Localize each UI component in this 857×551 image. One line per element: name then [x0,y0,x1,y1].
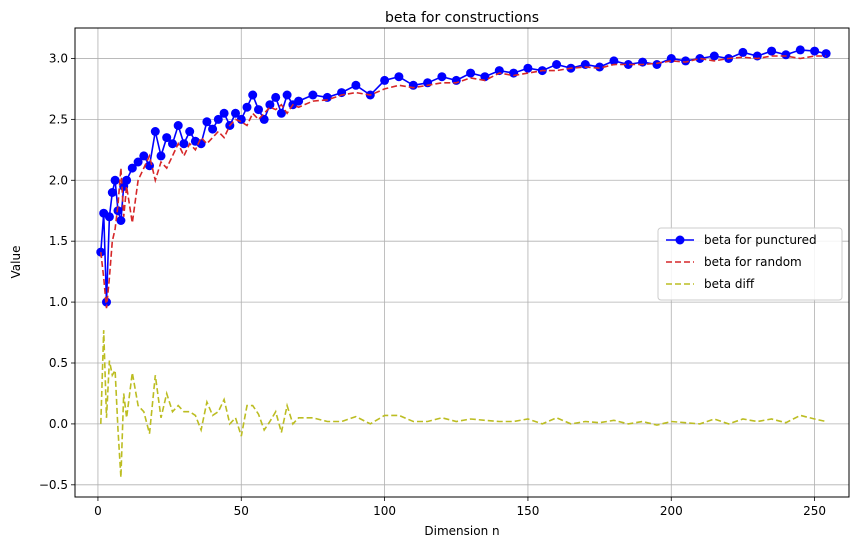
data-point-beta-for-punctured [380,75,390,85]
data-point-beta-for-punctured [248,90,258,100]
data-point-beta-for-punctured [127,163,137,173]
legend-label-diff: beta diff [704,277,755,291]
data-point-beta-for-punctured [523,63,533,73]
data-point-beta-for-punctured [394,72,404,82]
legend-label-punctured: beta for punctured [704,233,817,247]
x-tick-label: 250 [803,504,826,518]
data-point-beta-for-punctured [110,175,120,185]
data-point-beta-for-punctured [107,188,117,197]
data-point-beta-for-punctured [236,114,246,124]
legend-item-random: beta for random [666,255,802,269]
data-point-beta-for-punctured [795,45,805,55]
data-point-beta-for-punctured [254,105,263,115]
data-point-beta-for-punctured [116,216,126,225]
data-point-beta-for-punctured [242,102,252,112]
x-tick-label: 50 [234,504,249,518]
y-tick-label: 3.0 [49,51,68,65]
data-point-beta-for-punctured [265,100,275,110]
data-point-beta-for-punctured [308,90,318,100]
data-point-beta-for-punctured [609,56,619,66]
data-point-beta-for-punctured [738,47,748,57]
legend-item-diff: beta diff [666,277,755,291]
chart-title: beta for constructions [385,10,539,26]
data-point-beta-for-punctured [150,127,160,136]
data-point-beta-for-punctured [437,72,447,82]
x-axis-label: Dimension n [424,524,499,538]
y-tick-label: 2.0 [49,173,68,187]
y-tick-label: 0.0 [49,417,68,431]
legend-box [657,227,843,301]
data-point-beta-for-punctured [179,139,189,149]
data-point-beta-for-punctured [104,212,114,222]
data-point-beta-for-punctured [231,108,240,118]
data-point-beta-for-punctured [259,114,269,124]
data-point-beta-for-punctured [282,90,292,100]
data-point-beta-for-punctured [810,46,820,56]
data-point-beta-for-punctured [294,96,304,106]
series-layer [96,45,831,478]
data-point-beta-for-punctured [173,121,183,130]
data-point-beta-for-punctured [623,60,633,69]
data-point-beta-for-punctured [480,72,490,82]
y-tick-label: 1.5 [49,234,68,248]
x-tick-label: 200 [660,504,683,518]
data-point-beta-for-punctured [351,80,361,90]
data-point-beta-for-punctured [162,133,172,143]
data-point-beta-for-punctured [271,92,281,102]
data-point-beta-for-punctured [133,157,143,167]
y-tick-label: 0.5 [49,356,68,370]
series-line-beta-for-random [100,55,827,309]
data-point-beta-for-punctured [139,151,149,161]
data-point-beta-for-punctured [185,127,195,136]
data-point-beta-for-punctured [202,117,212,127]
data-point-beta-for-punctured [208,124,218,134]
series-line-beta-diff [100,330,827,478]
y-tick-label: 1.0 [49,295,68,309]
plot-frame [74,27,850,498]
data-point-beta-for-punctured [681,56,691,66]
data-point-beta-for-punctured [821,49,831,59]
x-tick-label: 150 [516,504,539,518]
legend: beta for punctured beta for random beta … [657,227,843,301]
x-tick-label: 0 [94,504,102,518]
data-point-beta-for-punctured [695,54,705,63]
data-point-beta-for-punctured [213,114,223,124]
tick-layer: 0 50 100 150 200 250 −0.5 0.0 0.5 1.0 1.5 2.0 2.5 3.0 [39,51,826,518]
data-point-beta-for-punctured [276,108,286,118]
x-tick-label: 100 [373,504,396,518]
legend-item-punctured: beta for punctured [666,233,817,247]
data-point-beta-for-punctured [595,62,605,72]
data-point-beta-for-punctured [767,46,777,56]
data-point-beta-for-punctured [156,151,166,161]
y-axis-label: Value [9,246,23,279]
data-point-beta-for-punctured [122,175,132,185]
data-point-beta-for-punctured [709,51,719,61]
legend-marker-punctured [675,235,685,245]
data-point-beta-for-punctured [168,139,177,149]
data-point-beta-for-punctured [781,50,791,60]
data-point-beta-for-punctured [219,108,229,118]
data-point-beta-for-punctured [552,60,562,69]
data-point-beta-for-punctured [652,60,662,69]
y-tick-label: −0.5 [39,478,68,492]
data-point-beta-for-punctured [466,68,476,78]
y-tick-label: 2.5 [49,112,68,126]
legend-label-random: beta for random [704,255,802,269]
